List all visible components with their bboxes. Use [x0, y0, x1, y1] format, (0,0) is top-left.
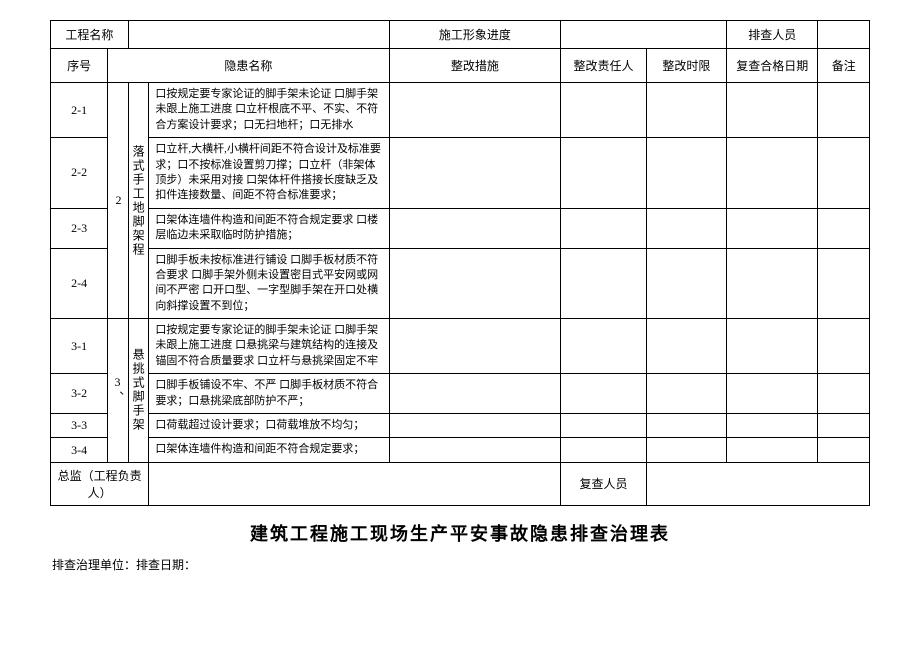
deadline-cell	[646, 438, 726, 462]
recheck-cell	[726, 438, 818, 462]
responsible-cell	[561, 438, 647, 462]
seq-cell: 3-1	[51, 319, 108, 374]
supervisor-label: 总监（工程负责人）	[51, 462, 149, 505]
remark-cell	[818, 414, 870, 438]
group3-num: 3、	[108, 319, 129, 463]
group3-name: 悬挑式脚手架	[128, 319, 149, 463]
measures-cell	[389, 414, 561, 438]
table-row: 2-3 口架体连墙件构造和间距不符合规定要求 口楼层临边未采取临时防护措施；	[51, 208, 870, 248]
col-deadline: 整改时限	[646, 49, 726, 83]
responsible-cell	[561, 319, 647, 374]
remark-cell	[818, 319, 870, 374]
deadline-cell	[646, 319, 726, 374]
deadline-cell	[646, 414, 726, 438]
remark-cell	[818, 248, 870, 319]
deadline-cell	[646, 374, 726, 414]
col-responsible: 整改责任人	[561, 49, 647, 83]
table-row: 3-4 口架体连墙件构造和间距不符合规定要求；	[51, 438, 870, 462]
recheck-cell	[726, 319, 818, 374]
desc-cell: 口按规定要专家论证的脚手架未论证 口脚手架未跟上施工进度 口悬挑梁与建筑结构的连…	[149, 319, 389, 374]
rechecker-value	[646, 462, 869, 505]
responsible-cell	[561, 138, 647, 209]
seq-cell: 2-3	[51, 208, 108, 248]
table-row: 2-2 口立杆,大横杆,小横杆间距不符合设计及标准要求；口不按标准设置剪刀撑；口…	[51, 138, 870, 209]
seq-cell: 3-3	[51, 414, 108, 438]
desc-cell: 口脚手板铺设不牢、不严 口脚手板材质不符合要求；口悬挑梁底部防护不严；	[149, 374, 389, 414]
remark-cell	[818, 208, 870, 248]
measures-cell	[389, 208, 561, 248]
measures-cell	[389, 138, 561, 209]
rechecker-label: 复查人员	[561, 462, 647, 505]
desc-cell: 口按规定要专家论证的脚手架未论证 口脚手架未跟上施工进度 口立杆根底不平、不实、…	[149, 83, 389, 138]
responsible-cell	[561, 83, 647, 138]
group2-num: 2	[108, 83, 129, 319]
project-name-value	[128, 21, 389, 49]
responsible-cell	[561, 208, 647, 248]
responsible-cell	[561, 248, 647, 319]
deadline-cell	[646, 208, 726, 248]
progress-value	[561, 21, 727, 49]
seq-cell: 2-4	[51, 248, 108, 319]
remark-cell	[818, 438, 870, 462]
col-seq: 序号	[51, 49, 108, 83]
deadline-cell	[646, 138, 726, 209]
responsible-cell	[561, 414, 647, 438]
supervisor-value	[149, 462, 561, 505]
remark-cell	[818, 138, 870, 209]
table-row: 3-1 3、 悬挑式脚手架 口按规定要专家论证的脚手架未论证 口脚手架未跟上施工…	[51, 319, 870, 374]
table-row: 3-3 口荷载超过设计要求；口荷载堆放不均匀；	[51, 414, 870, 438]
deadline-cell	[646, 248, 726, 319]
col-measures: 整改措施	[389, 49, 561, 83]
remark-cell	[818, 374, 870, 414]
seq-cell: 3-2	[51, 374, 108, 414]
group2-name: 落式手工地脚架程	[128, 83, 149, 319]
recheck-cell	[726, 138, 818, 209]
deadline-cell	[646, 83, 726, 138]
recheck-cell	[726, 248, 818, 319]
measures-cell	[389, 83, 561, 138]
col-recheck-date: 复查合格日期	[726, 49, 818, 83]
progress-label: 施工形象进度	[389, 21, 561, 49]
table-row: 2-4 口脚手板未按标准进行铺设 口脚手板材质不符合要求 口脚手架外侧未设置密目…	[51, 248, 870, 319]
measures-cell	[389, 319, 561, 374]
recheck-cell	[726, 414, 818, 438]
table-row: 2-1 2 落式手工地脚架程 口按规定要专家论证的脚手架未论证 口脚手架未跟上施…	[51, 83, 870, 138]
seq-cell: 2-2	[51, 138, 108, 209]
desc-cell: 口立杆,大横杆,小横杆间距不符合设计及标准要求；口不按标准设置剪刀撑；口立杆（非…	[149, 138, 389, 209]
col-hazard-name: 隐患名称	[108, 49, 389, 83]
inspector-value	[818, 21, 870, 49]
col-remark: 备注	[818, 49, 870, 83]
measures-cell	[389, 374, 561, 414]
table-row: 3-2 口脚手板铺设不牢、不严 口脚手板材质不符合要求；口悬挑梁底部防护不严；	[51, 374, 870, 414]
desc-cell: 口架体连墙件构造和间距不符合规定要求；	[149, 438, 389, 462]
page-title: 建筑工程施工现场生产平安事故隐患排查治理表	[50, 520, 870, 546]
footer-line: 排查治理单位：排查日期：	[50, 556, 870, 573]
responsible-cell	[561, 374, 647, 414]
seq-cell: 2-1	[51, 83, 108, 138]
project-name-label: 工程名称	[51, 21, 129, 49]
recheck-cell	[726, 83, 818, 138]
seq-cell: 3-4	[51, 438, 108, 462]
desc-cell: 口荷载超过设计要求；口荷载堆放不均匀；	[149, 414, 389, 438]
inspector-label: 排查人员	[726, 21, 818, 49]
desc-cell: 口架体连墙件构造和间距不符合规定要求 口楼层临边未采取临时防护措施；	[149, 208, 389, 248]
remark-cell	[818, 83, 870, 138]
recheck-cell	[726, 374, 818, 414]
measures-cell	[389, 248, 561, 319]
measures-cell	[389, 438, 561, 462]
recheck-cell	[726, 208, 818, 248]
desc-cell: 口脚手板未按标准进行铺设 口脚手板材质不符合要求 口脚手架外侧未设置密目式平安网…	[149, 248, 389, 319]
